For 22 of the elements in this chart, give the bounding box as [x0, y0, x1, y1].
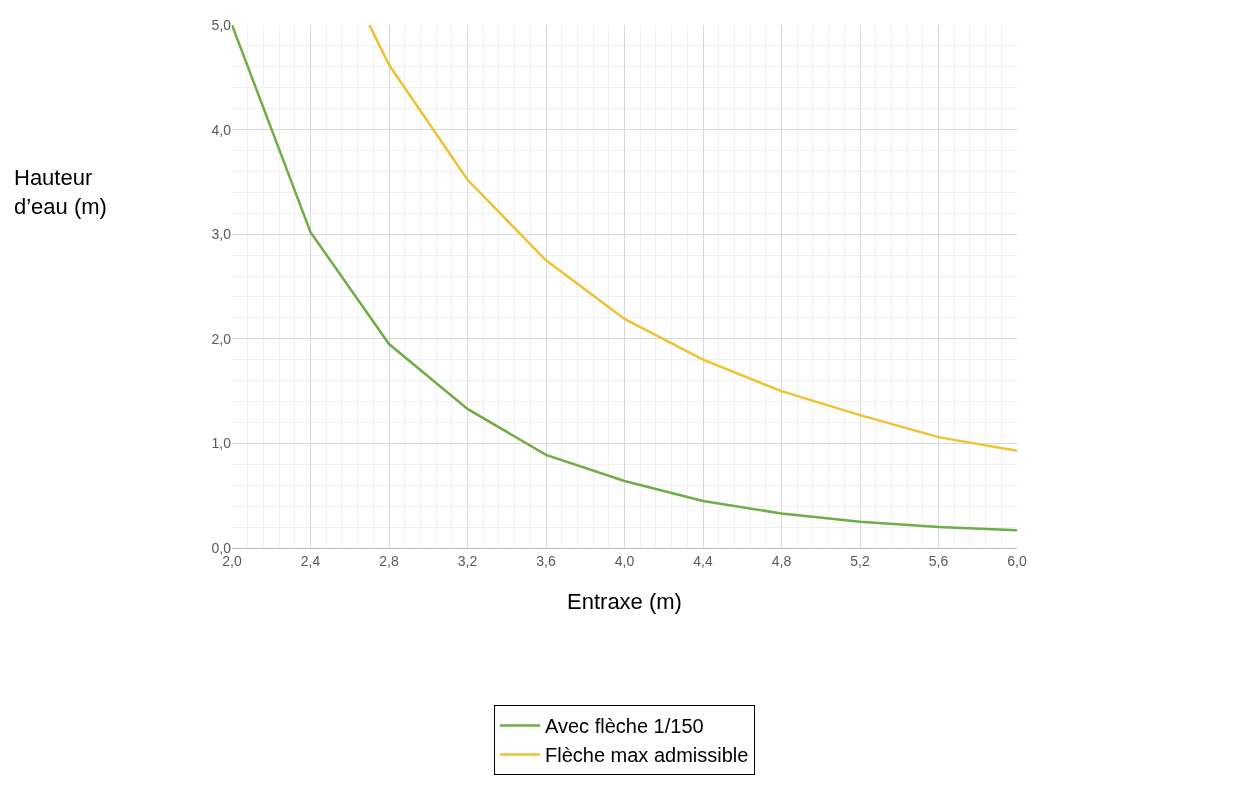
x-tick-label: 5,2 — [850, 552, 870, 569]
y-tick-label: 1,0 — [211, 435, 232, 452]
x-tick-label: 4,4 — [693, 552, 713, 569]
line-series — [368, 25, 1017, 452]
x-tick-label: 4,8 — [771, 552, 792, 569]
y-axis-title: Hauteur d’eau (m) — [14, 165, 107, 219]
x-tick-label: 4,0 — [614, 552, 635, 569]
y-tick-label: 5,0 — [211, 16, 232, 33]
x-tick-label: 2,8 — [379, 552, 399, 569]
y-tick-label: 0,0 — [211, 539, 232, 556]
legend-label: Avec flèche 1/150 — [545, 715, 704, 738]
x-axis-title: Entraxe (m) — [567, 588, 682, 614]
line-series — [232, 25, 1017, 532]
x-tick-label: 3,2 — [457, 552, 478, 569]
x-tick-label: 6,0 — [1007, 552, 1027, 569]
legend-label: Flèche max admissible — [545, 744, 749, 767]
x-tick-label: 3,6 — [536, 552, 556, 569]
y-tick-label: 4,0 — [211, 121, 232, 138]
x-tick-label: 2,4 — [300, 552, 321, 569]
y-tick-label: 2,0 — [211, 330, 232, 347]
x-tick-label: 5,6 — [928, 552, 949, 569]
y-tick-label: 3,0 — [211, 226, 232, 243]
